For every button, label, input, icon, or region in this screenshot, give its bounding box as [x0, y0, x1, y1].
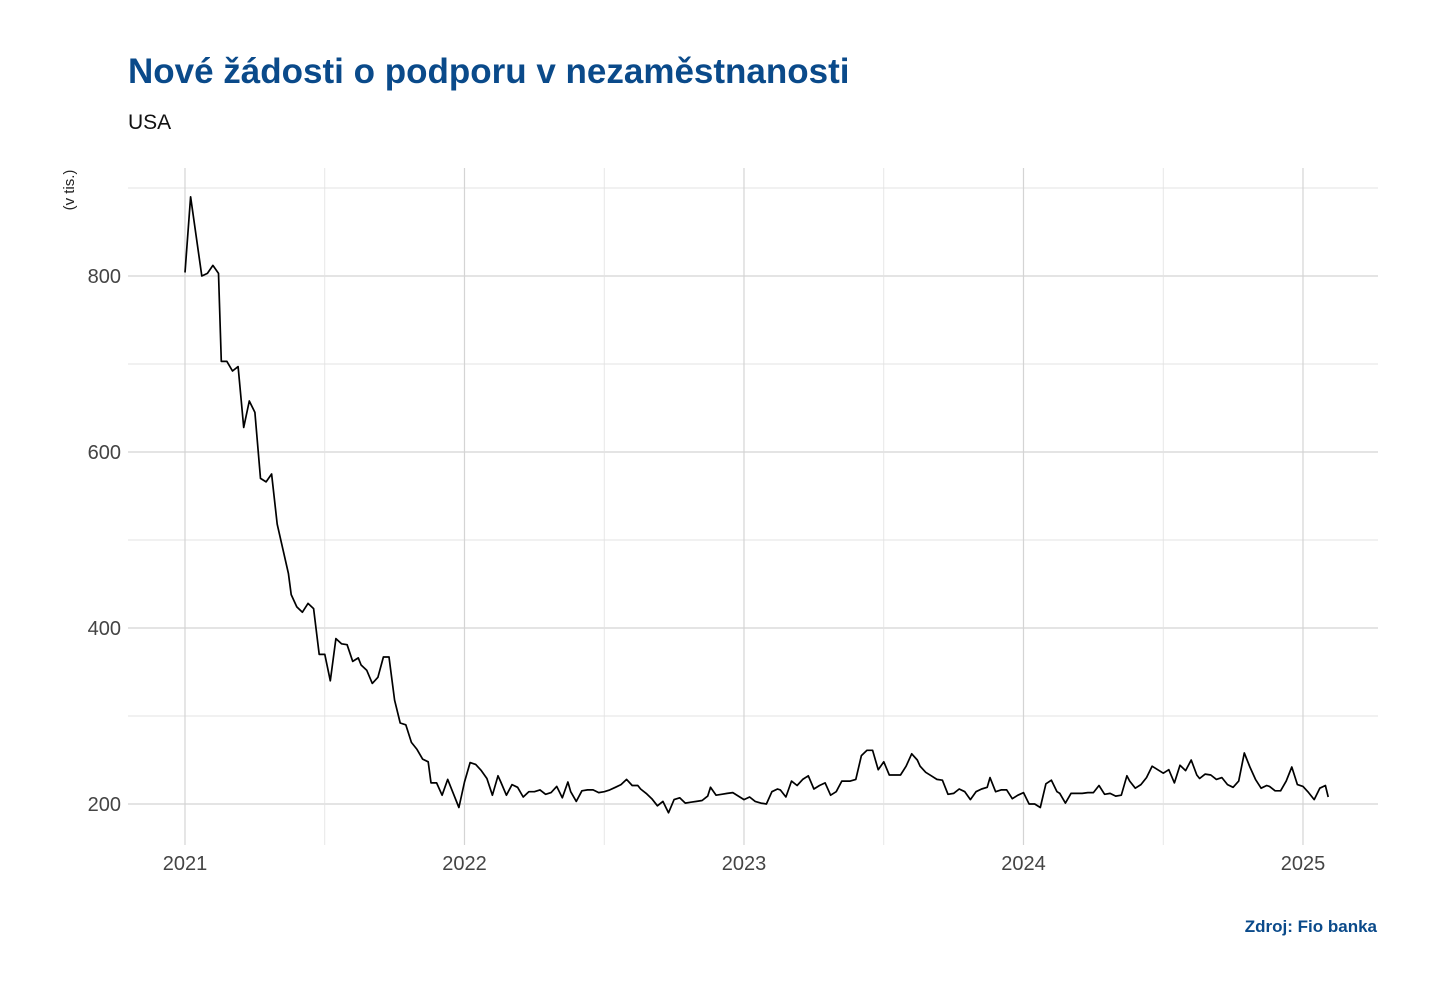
x-tick-label: 2023	[722, 853, 767, 875]
y-tick-label: 800	[88, 266, 121, 288]
y-axis-label: (v tis.)	[61, 170, 78, 211]
y-tick-label: 600	[88, 442, 121, 464]
grid	[128, 168, 1378, 845]
x-tick-label: 2024	[1001, 853, 1046, 875]
source-note: Zdroj: Fio banka	[1244, 917, 1377, 936]
x-tick-label: 2025	[1281, 853, 1326, 875]
y-tick-label: 400	[88, 618, 121, 640]
series-line	[184, 195, 1330, 814]
x-tick-label: 2022	[442, 853, 487, 875]
y-tick-label: 200	[88, 794, 121, 816]
chart-subtitle: USA	[128, 111, 172, 134]
x-tick-label: 2021	[163, 853, 208, 875]
x-tick-labels: 2021 2022 2023 2024 2025	[163, 853, 1326, 875]
y-tick-labels: 200 400 600 800	[88, 266, 121, 816]
chart-title: Nové žádosti o podporu v nezaměstnanosti	[128, 52, 850, 91]
